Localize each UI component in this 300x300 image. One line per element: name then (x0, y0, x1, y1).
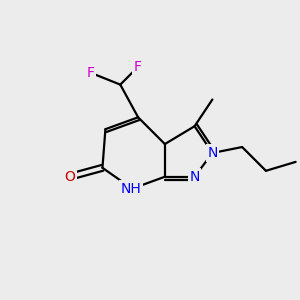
Text: NH: NH (120, 182, 141, 196)
Text: F: F (134, 60, 142, 74)
Text: N: N (189, 170, 200, 184)
Text: O: O (64, 170, 75, 184)
Text: N: N (207, 146, 218, 160)
Text: F: F (87, 66, 94, 80)
